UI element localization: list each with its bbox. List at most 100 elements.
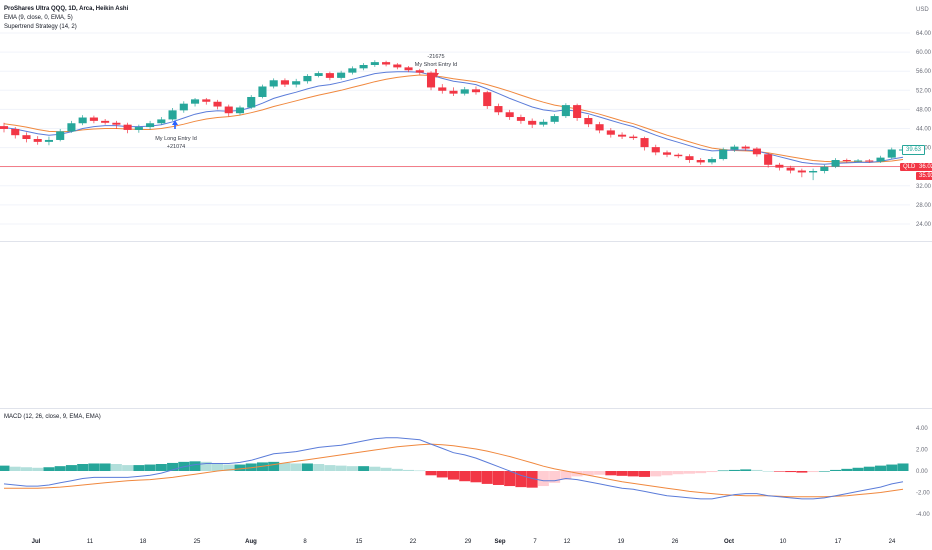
macd-line <box>3 437 904 500</box>
candle <box>146 120 155 130</box>
candle-body <box>247 96 256 108</box>
date-tick-label: 10 <box>780 539 787 545</box>
histogram-bar <box>99 463 111 471</box>
histogram-bar <box>234 464 246 471</box>
candle <box>123 122 132 134</box>
candle <box>696 158 705 165</box>
histogram-bar <box>627 471 639 477</box>
price-tick-label: 44.00 <box>916 127 932 133</box>
candle-body <box>775 164 784 168</box>
candle <box>404 65 413 73</box>
candle <box>854 159 863 163</box>
candle <box>876 155 885 163</box>
histogram-bar <box>245 463 257 471</box>
close-price-tag-2: 35.93 <box>916 172 932 180</box>
candle-body <box>123 124 132 130</box>
histogram-bar <box>863 466 875 471</box>
macd-signal-line <box>4 443 904 498</box>
candle <box>190 97 200 107</box>
candle-body <box>179 103 188 111</box>
histogram-bar <box>144 464 156 471</box>
candle-body <box>584 117 593 125</box>
candle <box>674 153 683 159</box>
histogram-bar <box>582 471 594 476</box>
candle <box>707 157 717 165</box>
short-entry-marker[interactable]: -21675 My Short Entry Id <box>415 54 458 78</box>
long-entry-marker[interactable]: My Long Entry Id +21074 <box>155 120 197 150</box>
histogram-bar <box>796 471 808 473</box>
histogram-bar <box>447 471 460 480</box>
candle-body <box>561 105 570 117</box>
date-tick-label: 18 <box>140 539 147 545</box>
price-tick-label: 56.00 <box>916 69 932 75</box>
candle <box>516 114 525 124</box>
histogram-bar <box>762 471 774 472</box>
pane-divider[interactable] <box>0 408 932 409</box>
histogram-bar <box>818 471 830 472</box>
candles-layer <box>0 60 908 181</box>
histogram-bar <box>369 466 381 471</box>
candle-body <box>640 138 649 148</box>
candle-body <box>134 127 143 130</box>
candle-body <box>438 87 447 91</box>
candle <box>494 103 503 116</box>
ema-legend[interactable]: EMA (9, close, 0, EMA, 5) <box>4 15 73 21</box>
histogram-bar <box>122 465 134 471</box>
histogram-bar <box>43 467 55 471</box>
macd-legend[interactable]: MACD (12, 26, close, 9, EMA, EMA) <box>4 414 101 420</box>
macd-axis: 4.00 2.00 0.00 -2.00 -4.00 <box>916 426 930 518</box>
candle-body <box>426 72 436 88</box>
candle-body <box>382 62 391 65</box>
currency-label[interactable]: USD <box>916 7 929 13</box>
date-tick-label: 24 <box>889 539 896 545</box>
date-tick-label: 19 <box>618 539 625 545</box>
candle-body <box>359 64 368 69</box>
candle-body <box>629 136 638 139</box>
histogram-bar <box>32 467 44 471</box>
candle-body <box>224 106 233 114</box>
symbol-title[interactable]: ProShares Ultra QQQ, 1D, Arca, Heikin As… <box>4 6 129 12</box>
histogram-bar <box>639 471 651 477</box>
candle-body <box>674 154 683 157</box>
histogram-bar <box>65 465 77 471</box>
price-tick-label: 60.00 <box>916 50 932 56</box>
candle-body <box>44 139 53 142</box>
candle-body <box>56 131 65 140</box>
candle-body <box>202 99 211 102</box>
histogram-bar <box>537 471 549 487</box>
candle <box>269 78 278 89</box>
candle <box>112 120 121 129</box>
candle <box>842 158 851 163</box>
candle-body <box>494 106 503 113</box>
histogram-bar <box>301 463 313 471</box>
candle-body <box>404 67 413 71</box>
candle-body <box>865 160 874 162</box>
date-tick-label: Oct <box>724 539 734 545</box>
candle <box>797 168 806 178</box>
candle <box>337 70 346 80</box>
histogram-bar <box>728 469 740 471</box>
pane-divider[interactable] <box>0 241 932 242</box>
long-entry-qty: +21074 <box>167 144 186 150</box>
histogram-bar <box>897 463 909 471</box>
candle <box>44 136 53 146</box>
histogram-bar <box>695 471 707 474</box>
candle-body <box>280 80 289 85</box>
candle <box>629 134 638 140</box>
supertrend-legend[interactable]: Supertrend Strategy (14, 2) <box>4 24 77 30</box>
candle <box>56 128 65 142</box>
candle <box>314 71 323 78</box>
histogram-bar <box>459 471 471 482</box>
close-price-tag: 36.02 <box>916 163 932 171</box>
histogram-bar <box>605 471 617 476</box>
candle <box>134 124 143 133</box>
candle <box>887 147 896 160</box>
candle <box>33 136 42 145</box>
histogram-bar <box>268 461 280 471</box>
histogram-bar <box>403 469 415 471</box>
candle <box>584 115 593 128</box>
histogram-bar <box>492 471 504 485</box>
macd-histogram <box>0 461 909 488</box>
candle <box>179 101 188 113</box>
